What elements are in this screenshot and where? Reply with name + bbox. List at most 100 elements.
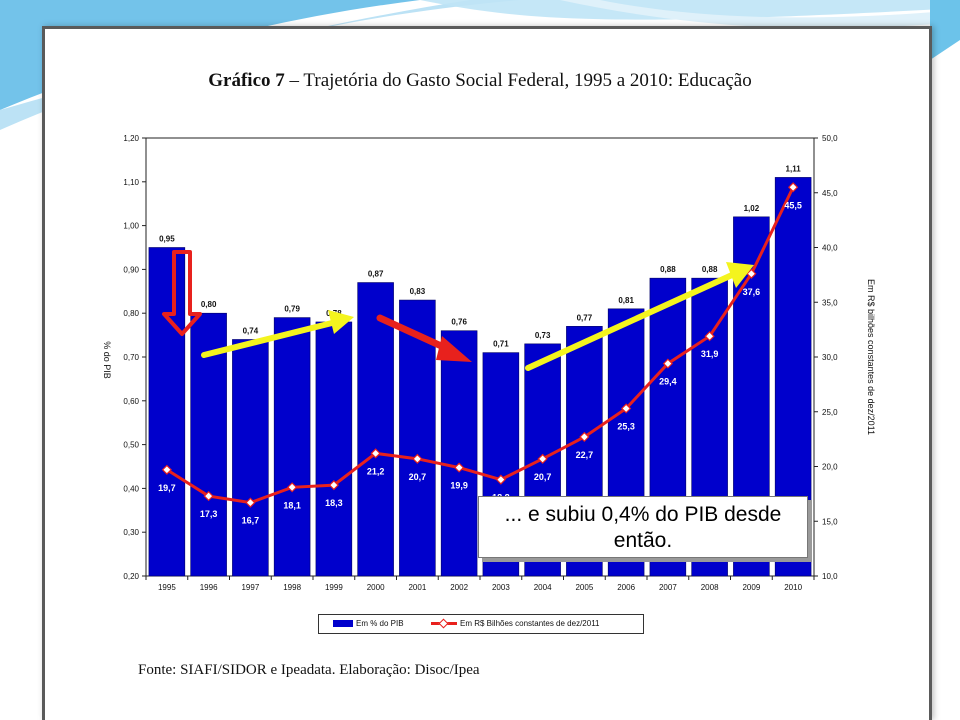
legend-swatch-line — [431, 619, 457, 628]
legend-swatch-bars — [333, 620, 353, 627]
bar-value-label: 0,81 — [618, 296, 634, 305]
x-tick-label: 2002 — [450, 583, 468, 592]
y2-axis-label: Em R$ bilhões constantes de dez/2011 — [866, 279, 876, 435]
y-tick-label: 1,00 — [123, 222, 139, 231]
bar-value-label: 0,95 — [159, 235, 175, 244]
x-tick-label: 2004 — [534, 583, 552, 592]
y2-tick-label: 35,0 — [822, 298, 838, 307]
y-tick-label: 0,70 — [123, 353, 139, 362]
bar-value-label: 0,80 — [201, 300, 217, 309]
y-tick-label: 0,20 — [123, 572, 139, 581]
legend-item-line: Em R$ Bilhões constantes de dez/2011 — [431, 619, 600, 628]
x-tick-label: 2000 — [367, 583, 385, 592]
bar-value-label: 0,88 — [660, 265, 676, 274]
line-value-label: 16,7 — [242, 516, 260, 526]
x-tick-label: 2006 — [617, 583, 635, 592]
x-tick-label: 2001 — [408, 583, 426, 592]
bar-value-label: 0,76 — [451, 318, 467, 327]
line-point — [579, 431, 590, 443]
line-value-label: 29,4 — [659, 377, 677, 387]
source-note: Fonte: SIAFI/SIDOR e Ipeadata. Elaboraçã… — [138, 662, 480, 678]
x-tick-label: 1995 — [158, 583, 176, 592]
line-value-label: 19,9 — [450, 481, 468, 491]
y-tick-label: 0,80 — [123, 309, 139, 318]
line-value-label: 17,3 — [200, 509, 218, 519]
bar-value-label: 0,87 — [368, 270, 384, 279]
y2-tick-label: 30,0 — [822, 353, 838, 362]
x-tick-label: 1999 — [325, 583, 343, 592]
callout-line-1: ... e subiu 0,4% do PIB desde — [504, 503, 782, 526]
bar-value-label: 0,73 — [535, 331, 551, 340]
line-value-label: 31,9 — [701, 349, 719, 359]
y2-tick-label: 45,0 — [822, 189, 838, 198]
bar — [232, 339, 269, 577]
line-value-label: 20,7 — [409, 472, 427, 482]
legend-label-bars: Em % do PIB — [356, 619, 404, 628]
bar-value-label: 1,11 — [786, 164, 802, 173]
chart-title-rest: – Trajetória do Gasto Social Federal, 19… — [284, 70, 752, 91]
legend: Em % do PIB Em R$ Bilhões constantes de … — [318, 614, 644, 634]
y2-tick-label: 50,0 — [822, 134, 838, 143]
y-axis-label: % do PIB — [102, 341, 112, 379]
legend-item-bars: Em % do PIB — [333, 619, 404, 628]
x-tick-label: 2008 — [701, 583, 719, 592]
y-tick-label: 0,30 — [123, 528, 139, 537]
bar — [399, 299, 436, 577]
yellow-arrow-1 — [201, 320, 335, 358]
line-value-label: 18,3 — [325, 498, 343, 508]
y2-tick-label: 40,0 — [822, 244, 838, 253]
chart-title: Gráfico 7 – Trajetória do Gasto Social F… — [0, 70, 960, 92]
x-tick-label: 2005 — [575, 583, 593, 592]
yellow-arrow-2-head — [726, 262, 754, 288]
bar-value-label: 0,83 — [410, 287, 426, 296]
y-tick-label: 1,20 — [123, 134, 139, 143]
line-value-label: 20,7 — [534, 472, 552, 482]
bar — [315, 321, 353, 577]
bar-value-label: 0,74 — [243, 326, 259, 335]
y2-tick-label: 15,0 — [822, 517, 838, 526]
bar-value-label: 0,79 — [284, 305, 300, 314]
line-value-label: 25,3 — [617, 421, 635, 431]
callout-line-2: então. — [613, 529, 673, 552]
x-tick-label: 2010 — [784, 583, 802, 592]
x-tick-label: 1996 — [200, 583, 218, 592]
bar-value-label: 1,02 — [744, 204, 760, 213]
line-point — [287, 482, 298, 493]
line-value-label: 22,7 — [576, 450, 594, 460]
x-tick-label: 1998 — [283, 583, 301, 592]
bar — [190, 312, 227, 577]
y-tick-label: 0,90 — [123, 265, 139, 274]
y-tick-label: 0,50 — [123, 441, 139, 450]
x-tick-label: 2009 — [742, 583, 760, 592]
line-point — [454, 462, 465, 473]
bar — [440, 330, 478, 577]
bar-value-label: 0,71 — [493, 340, 509, 349]
x-tick-label: 2003 — [492, 583, 510, 592]
y-tick-label: 1,10 — [123, 178, 139, 187]
line-value-label: 21,2 — [367, 466, 385, 476]
line-point — [662, 358, 673, 369]
line-point — [788, 182, 799, 193]
series-line — [166, 186, 795, 505]
y2-tick-label: 20,0 — [822, 463, 838, 472]
y-tick-label: 0,60 — [123, 397, 139, 406]
bar — [148, 247, 186, 577]
y2-tick-label: 10,0 — [822, 572, 838, 581]
line-value-label: 37,6 — [743, 287, 761, 297]
bar — [357, 282, 394, 577]
line-point — [245, 497, 256, 508]
annotation-callout: ... e subiu 0,4% do PIB desde então. — [478, 496, 808, 558]
line-point — [746, 268, 757, 279]
line-point — [328, 480, 339, 491]
red-down-arrow — [162, 250, 202, 336]
yellow-arrow-2 — [525, 272, 735, 371]
red-diagonal-arrow — [376, 314, 454, 354]
legend-label-line: Em R$ Bilhões constantes de dez/2011 — [460, 619, 600, 628]
line-point — [621, 403, 632, 414]
line-value-label: 18,1 — [283, 500, 301, 510]
yellow-arrow-1-head — [328, 310, 354, 334]
x-tick-label: 2007 — [659, 583, 677, 592]
line-value-label: 45,5 — [784, 200, 802, 210]
chart-title-bold: Gráfico 7 — [208, 70, 285, 91]
